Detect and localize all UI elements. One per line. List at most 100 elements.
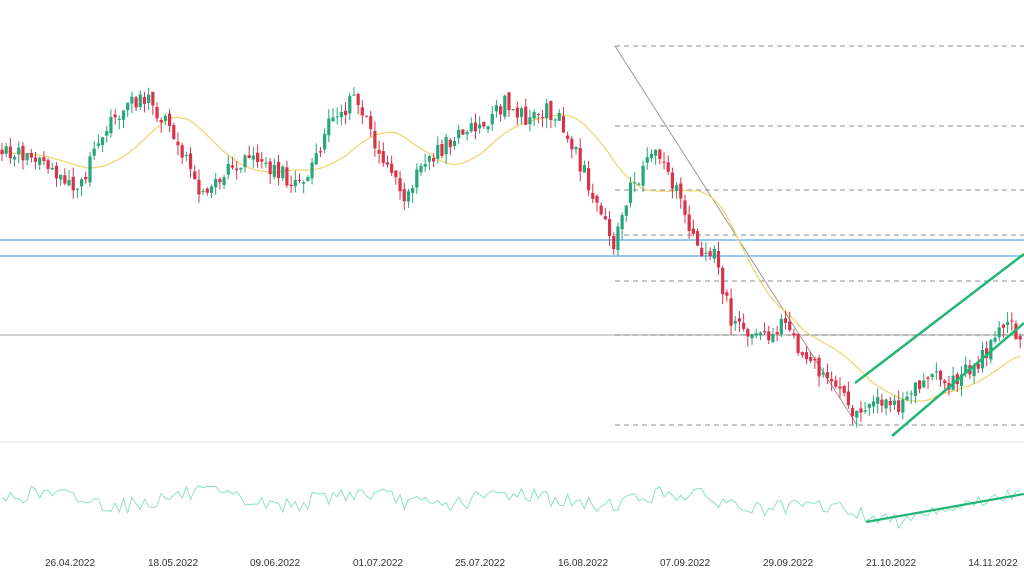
candle-64: [268, 157, 272, 184]
candle-body: [377, 149, 381, 154]
candle-151: [633, 172, 637, 193]
candle-body: [134, 97, 138, 108]
candle-132: [553, 117, 557, 127]
candle-body: [285, 167, 289, 186]
candle-body: [909, 393, 913, 395]
candle-26: [109, 109, 113, 138]
candle-18: [75, 188, 80, 199]
candle-0: [0, 142, 4, 162]
candle-152: [637, 182, 641, 186]
candle-body: [385, 162, 390, 165]
candle-body: [922, 380, 926, 388]
candle-175: [733, 315, 737, 331]
candle-body: [674, 185, 679, 191]
candle-body: [519, 108, 524, 117]
candle-body: [716, 251, 721, 268]
candle-62: [260, 152, 264, 169]
candle-body: [381, 151, 385, 164]
candle-198: [830, 371, 834, 391]
candle-189: [792, 328, 796, 339]
candle-body: [524, 106, 528, 125]
candle-body: [239, 167, 243, 170]
candle-211: [884, 398, 888, 416]
candle-body: [151, 91, 155, 106]
candle-body: [959, 374, 964, 386]
candle-128: [536, 113, 540, 124]
candle-body: [796, 333, 800, 353]
candle-187: [783, 310, 788, 330]
candle-body: [478, 124, 482, 129]
candle-body: [113, 114, 117, 118]
candle-46: [193, 165, 197, 180]
candle-body: [733, 321, 737, 324]
candle-109: [457, 125, 461, 144]
candle-body: [746, 329, 750, 337]
candle-70: [293, 170, 297, 193]
candle-body: [809, 356, 813, 361]
candle-20: [84, 171, 88, 184]
oscillator-panel: [1, 485, 1024, 530]
candle-173: [725, 289, 729, 302]
candle-body: [737, 318, 742, 322]
candle-107: [448, 138, 452, 156]
candle-53: [222, 174, 226, 190]
candle-154: [645, 147, 649, 170]
candle-body: [373, 130, 377, 149]
candle-body: [850, 407, 855, 417]
candle-body: [339, 111, 343, 118]
candle-86: [360, 100, 364, 125]
candle-body: [654, 149, 658, 156]
candle-89: [373, 121, 377, 157]
candle-148: [620, 212, 624, 240]
candle-136: [570, 136, 574, 159]
candle-233: [976, 356, 980, 374]
candle-body: [1001, 324, 1006, 328]
candle-body: [897, 400, 901, 413]
candle-91: [381, 142, 385, 167]
candle-101: [423, 153, 427, 172]
candle-100: [419, 163, 423, 176]
candle-body: [17, 147, 21, 155]
x-tick-label: 09.06.2022: [250, 558, 300, 569]
candle-16: [67, 169, 71, 187]
candle-body: [54, 165, 59, 179]
candle-body: [126, 102, 130, 111]
candle-body: [163, 115, 168, 121]
candle-181: [758, 331, 762, 340]
candle-112: [469, 117, 473, 133]
candle-body: [268, 161, 272, 175]
candle-97: [406, 188, 411, 208]
candle-37: [155, 102, 159, 123]
candle-body: [976, 363, 980, 369]
candle-38: [159, 117, 163, 133]
candle-body: [641, 165, 645, 186]
candle-218: [913, 382, 918, 404]
candle-body: [620, 215, 624, 230]
candle-body: [335, 116, 339, 118]
candle-body: [905, 396, 909, 400]
candle-174: [729, 288, 733, 336]
candle-body: [1010, 320, 1014, 322]
candle-52: [218, 177, 222, 190]
candle-body: [130, 96, 134, 104]
candle-body: [402, 189, 406, 202]
candle-body: [197, 179, 201, 195]
candle-104: [436, 136, 440, 164]
candle-body: [926, 377, 930, 379]
candle-body: [964, 364, 968, 374]
candle-117: [490, 105, 494, 131]
candle-199: [834, 375, 838, 389]
candle-body: [943, 380, 947, 384]
candle-body: [71, 176, 75, 191]
candle-body: [511, 109, 515, 111]
candle-body: [771, 333, 775, 342]
candle-22: [92, 140, 96, 160]
candle-body: [934, 371, 938, 373]
candle-6: [25, 152, 29, 166]
candle-body: [0, 149, 4, 155]
candle-body: [499, 106, 503, 115]
candle-body: [310, 162, 314, 179]
candle-1: [4, 142, 8, 158]
candle-body: [364, 115, 369, 117]
